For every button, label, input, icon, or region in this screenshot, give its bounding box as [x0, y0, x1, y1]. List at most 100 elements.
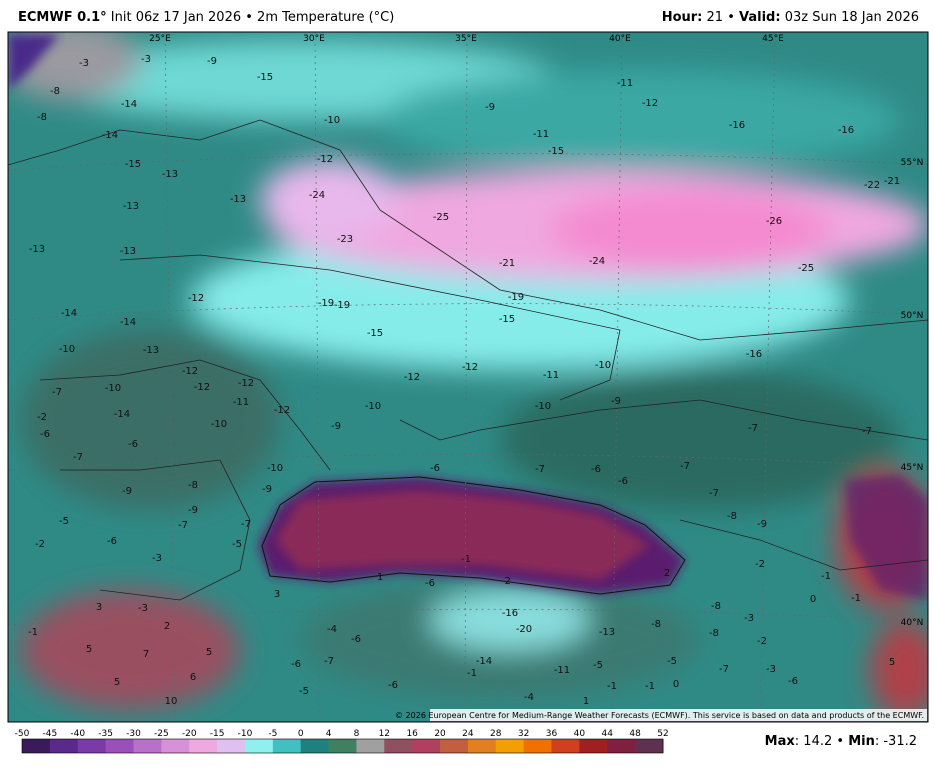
- temperature-label: -22: [864, 180, 880, 191]
- colorbar-swatch: [607, 739, 636, 753]
- temperature-label: -10: [535, 401, 551, 412]
- temperature-label: -8: [727, 511, 737, 522]
- temperature-label: -6: [128, 439, 138, 450]
- temperature-label: -15: [125, 159, 141, 170]
- temperature-label: -8: [651, 619, 661, 630]
- temperature-label: -8: [37, 112, 47, 123]
- valid: 03z Sun 18 Jan 2026: [784, 10, 919, 25]
- header-left: ECMWF 0.1° Init 06z 17 Jan 2026 • 2m Tem…: [18, 10, 394, 25]
- temperature-label: -9: [611, 396, 621, 407]
- colorbar-tick-label: 4: [326, 729, 332, 739]
- colorbar-tick-label: -50: [15, 729, 30, 739]
- lon-label: 40°E: [609, 34, 631, 44]
- temperature-label: -8: [50, 86, 60, 97]
- colorbar-tick-label: 12: [379, 729, 390, 739]
- colorbar-swatch: [217, 739, 246, 753]
- temperature-label: -6: [351, 634, 361, 645]
- temperature-label: -5: [667, 656, 677, 667]
- temperature-label: -12: [462, 362, 478, 373]
- temperature-label: -2: [35, 539, 45, 550]
- temperature-label: -4: [524, 692, 534, 703]
- colorbar-swatch: [49, 739, 79, 753]
- temperature-label: -11: [554, 665, 570, 676]
- colorbar-tick-label: 32: [518, 729, 529, 739]
- colorbar-tick-label: 44: [602, 729, 614, 739]
- temperature-label: -2: [37, 412, 47, 423]
- temperature-label: -1: [645, 681, 655, 692]
- temperature-label: -9: [485, 102, 495, 113]
- temperature-label: -15: [499, 314, 515, 325]
- temperature-label: -12: [317, 154, 333, 165]
- lon-label: 45°E: [762, 34, 784, 44]
- temperature-label: 0: [810, 594, 816, 605]
- colorbar-swatch: [495, 739, 525, 753]
- temperature-label: -3: [141, 54, 151, 65]
- colorbar-swatch: [133, 739, 162, 753]
- temperature-label: -1: [28, 627, 38, 638]
- temperature-label: -10: [324, 115, 340, 126]
- colorbar-tick-label: -10: [238, 729, 253, 739]
- temperature-label: -10: [105, 383, 121, 394]
- temperature-label: -8: [709, 628, 719, 639]
- temperature-label: -21: [499, 258, 515, 269]
- temperature-label: -5: [232, 539, 242, 550]
- temperature-label: -12: [182, 366, 198, 377]
- temperature-label: -8: [188, 480, 198, 491]
- header: ECMWF 0.1° Init 06z 17 Jan 2026 • 2m Tem…: [0, 0, 935, 32]
- lon-label: 30°E: [303, 34, 325, 44]
- subtitle: Init 06z 17 Jan 2026 • 2m Temperature (°…: [110, 10, 395, 25]
- map-frame: [7, 31, 929, 723]
- temperature-label: -4: [327, 624, 337, 635]
- temperature-label: -9: [757, 519, 767, 530]
- lat-label: 55°N: [901, 158, 924, 168]
- temperature-label: -11: [543, 370, 559, 381]
- hour: 21 •: [706, 10, 735, 25]
- temperature-label: -19: [508, 292, 524, 303]
- temperature-label: -1: [851, 593, 861, 604]
- temperature-label: 2: [164, 621, 170, 632]
- temperature-label: -13: [120, 246, 136, 257]
- colorbar-swatch: [635, 739, 664, 753]
- colorbar-tick-label: -20: [182, 729, 197, 739]
- temperature-label: 1: [583, 696, 589, 707]
- temperature-label: -3: [152, 553, 162, 564]
- temperature-label: -11: [533, 129, 549, 140]
- lon-label: 35°E: [455, 34, 477, 44]
- temperature-label: 5: [86, 644, 92, 655]
- colorbar-tick-label: 24: [462, 729, 474, 739]
- temperature-label: -6: [388, 680, 398, 691]
- colorbar-swatch: [300, 739, 330, 753]
- temperature-label: 7: [143, 649, 149, 660]
- temperature-label: -2: [755, 559, 765, 570]
- temperature-label: -6: [291, 659, 301, 670]
- temperature-label: 3: [96, 602, 102, 613]
- colorbar-tick-label: 28: [490, 729, 502, 739]
- temperature-label: 2: [664, 568, 670, 579]
- temperature-label: -7: [862, 426, 872, 437]
- colorbar-tick-label: -40: [70, 729, 85, 739]
- temperature-label: -6: [107, 536, 117, 547]
- temperature-label: -9: [262, 484, 272, 495]
- colorbar-swatch: [22, 739, 51, 753]
- temperature-label: -3: [138, 603, 148, 614]
- temperature-label: -16: [838, 125, 854, 136]
- temperature-label: -13: [143, 345, 159, 356]
- temperature-label: -1: [467, 668, 477, 679]
- temperature-label: -9: [188, 505, 198, 516]
- temperature-label: -13: [230, 194, 246, 205]
- colorbar-tick-label: 20: [434, 729, 446, 739]
- temperature-label: -3: [766, 664, 776, 675]
- colorbar-swatch: [189, 739, 218, 753]
- temperature-label: -12: [642, 98, 658, 109]
- temperature-label: -13: [162, 169, 178, 180]
- temperature-label: -1: [821, 571, 831, 582]
- temperature-label: -10: [59, 344, 75, 355]
- colorbar-swatch: [77, 739, 107, 753]
- temperature-label: -10: [595, 360, 611, 371]
- colorbar-swatch: [244, 739, 274, 753]
- temperature-label: -5: [59, 516, 69, 527]
- colorbar-swatch: [272, 739, 302, 753]
- temperature-label: -13: [29, 244, 45, 255]
- temperature-label: 5: [889, 657, 895, 668]
